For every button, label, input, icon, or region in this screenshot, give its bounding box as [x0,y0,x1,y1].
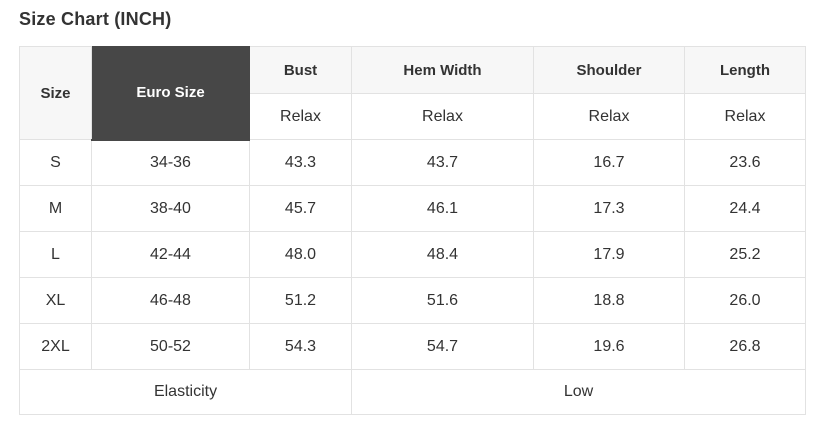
cell-shoulder: 17.3 [533,185,685,232]
elasticity-label: Elasticity [19,369,352,415]
cell-euro-size: 50-52 [91,323,250,370]
size-chart-table: Size Euro Size Bust Hem Width Shoulder L… [19,46,806,415]
header-row-measurements: Size Euro Size Bust Hem Width Shoulder L… [19,46,806,141]
fit-type-length: Relax [684,93,806,140]
col-header-euro-size: Euro Size [91,46,250,141]
table-row-m: M 38-40 45.7 46.1 17.3 24.4 [19,185,806,232]
cell-shoulder: 16.7 [533,139,685,186]
col-header-bust: Bust [249,46,352,94]
cell-size: L [19,231,92,278]
cell-hem-width: 48.4 [351,231,534,278]
fit-type-bust: Relax [249,93,352,140]
size-chart-section: Size Chart (INCH) Size Euro Size Bust He… [19,9,806,415]
cell-euro-size: 38-40 [91,185,250,232]
cell-euro-size: 42-44 [91,231,250,278]
cell-size: XL [19,277,92,324]
col-header-length: Length [684,46,806,94]
table-row-xl: XL 46-48 51.2 51.6 18.8 26.0 [19,277,806,324]
col-header-size: Size [19,46,92,140]
cell-bust: 51.2 [249,277,352,324]
cell-length: 26.0 [684,277,806,324]
cell-euro-size: 34-36 [91,139,250,186]
header-row-fit-type: Relax Relax Relax Relax [20,93,806,140]
fit-type-hem-width: Relax [351,93,534,140]
col-header-hem-width: Hem Width [351,46,534,94]
cell-bust: 48.0 [249,231,352,278]
cell-length: 23.6 [684,139,806,186]
cell-bust: 54.3 [249,323,352,370]
cell-shoulder: 19.6 [533,323,685,370]
cell-hem-width: 51.6 [351,277,534,324]
cell-hem-width: 54.7 [351,323,534,370]
page-title: Size Chart (INCH) [19,9,172,29]
elasticity-value: Low [351,369,806,415]
cell-bust: 43.3 [249,139,352,186]
cell-size: S [19,139,92,186]
table-row-s: S 34-36 43.3 43.7 16.7 23.6 [19,139,806,186]
table-row-elasticity: Elasticity Low [19,369,806,415]
col-header-shoulder: Shoulder [533,46,685,94]
table-row-2xl: 2XL 50-52 54.3 54.7 19.6 26.8 [19,323,806,370]
cell-shoulder: 17.9 [533,231,685,278]
cell-hem-width: 43.7 [351,139,534,186]
cell-size: M [19,185,92,232]
table-row-l: L 42-44 48.0 48.4 17.9 25.2 [19,231,806,278]
cell-length: 25.2 [684,231,806,278]
cell-shoulder: 18.8 [533,277,685,324]
cell-euro-size: 46-48 [91,277,250,324]
cell-length: 26.8 [684,323,806,370]
cell-size: 2XL [19,323,92,370]
fit-type-shoulder: Relax [533,93,685,140]
cell-length: 24.4 [684,185,806,232]
cell-hem-width: 46.1 [351,185,534,232]
cell-bust: 45.7 [249,185,352,232]
